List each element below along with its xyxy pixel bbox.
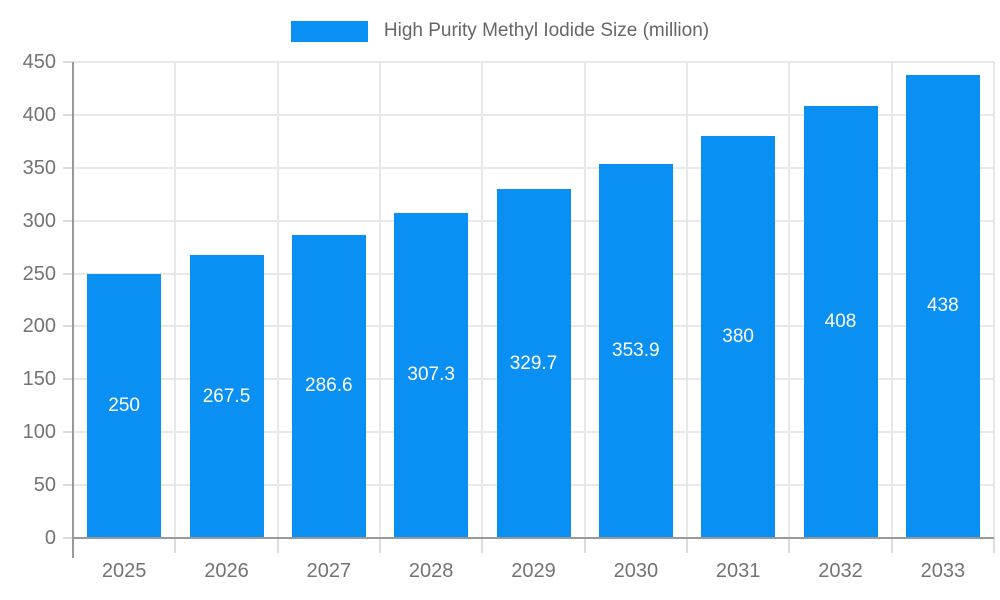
x-tick: [583, 538, 586, 553]
y-tick: [63, 113, 73, 116]
x-axis-label: 2032: [818, 560, 863, 582]
legend[interactable]: High Purity Methyl Iodide Size (million): [0, 20, 1000, 42]
y-tick: [63, 325, 73, 328]
x-axis-label: 2030: [613, 560, 659, 582]
y-axis-label: 200: [22, 315, 56, 338]
grid-vline: [686, 62, 688, 538]
grid-vline: [993, 62, 995, 538]
grid-vline: [276, 62, 279, 538]
y-tick: [63, 484, 73, 487]
y-tick: [63, 219, 73, 222]
y-axis-label: 100: [22, 421, 56, 444]
bar: 307.3: [394, 212, 469, 538]
y-tick: [63, 61, 73, 63]
y-axis-label: 300: [22, 209, 56, 232]
x-axis-label: 2027: [306, 560, 352, 582]
y-tick: [63, 378, 73, 381]
x-axis-label: 2033: [920, 560, 966, 582]
x-axis-label: 2026: [204, 560, 249, 582]
bar-value-label: 267.5: [202, 385, 251, 407]
x-tick: [686, 538, 688, 553]
bar-value-label: 307.3: [407, 364, 455, 386]
legend-swatch-icon: [290, 20, 368, 42]
x-axis-label: 2028: [408, 560, 454, 582]
bar-value-label: 286.6: [305, 375, 353, 397]
bar-value-label: 353.9: [612, 339, 660, 361]
y-axis-label: 50: [33, 474, 56, 497]
bar-value-label: 438: [926, 295, 959, 317]
grid-vline: [174, 62, 177, 538]
y-tick: [63, 431, 73, 434]
y-axis-label: 250: [22, 262, 56, 285]
bar-value-label: 329.7: [509, 352, 558, 374]
bar: 267.5: [189, 255, 264, 538]
x-axis-label: 2029: [511, 560, 556, 582]
bar: 286.6: [291, 234, 366, 538]
y-tick: [63, 537, 73, 539]
y-axis-label: 150: [22, 368, 56, 391]
x-tick: [276, 538, 279, 553]
grid-vline: [379, 62, 381, 538]
y-tick: [63, 166, 73, 169]
y-axis-line: [72, 62, 74, 558]
grid-vline: [788, 62, 791, 538]
x-tick: [481, 538, 484, 553]
x-tick: [993, 538, 995, 553]
bar-value-label: 380: [722, 326, 754, 348]
plot-area: 0 50 100 150 200 250 300 350 400 450 250 2025 267.5 2…: [23, 51, 995, 582]
y-axis-label: 0: [44, 527, 56, 549]
x-axis-label: 2031: [715, 560, 761, 582]
bar: 329.7: [496, 189, 571, 538]
bar: 438: [905, 74, 980, 538]
y-axis-label: 350: [22, 156, 56, 179]
x-tick: [379, 538, 381, 553]
x-axis-line: [73, 537, 994, 539]
bar-value-label: 408: [824, 311, 857, 333]
bar-value-label: 250: [108, 394, 140, 416]
x-tick: [890, 538, 893, 553]
x-tick: [788, 538, 791, 553]
grid-vline: [583, 62, 586, 538]
legend-label: High Purity Methyl Iodide Size (million): [383, 20, 710, 41]
grid-vline: [890, 62, 893, 538]
gridline: [73, 113, 994, 116]
x-tick: [174, 538, 177, 553]
y-axis-label: 450: [22, 51, 56, 73]
grid-vline: [481, 62, 484, 538]
x-axis-label: 2025: [101, 560, 147, 582]
bar: 353.9: [598, 163, 673, 538]
bar: 380: [701, 136, 776, 538]
y-axis-label: 400: [22, 103, 56, 126]
bar: 250: [87, 273, 162, 538]
gridline: [73, 166, 994, 169]
bar: 408: [803, 106, 878, 538]
y-tick: [63, 272, 73, 275]
gridline: [73, 61, 994, 63]
